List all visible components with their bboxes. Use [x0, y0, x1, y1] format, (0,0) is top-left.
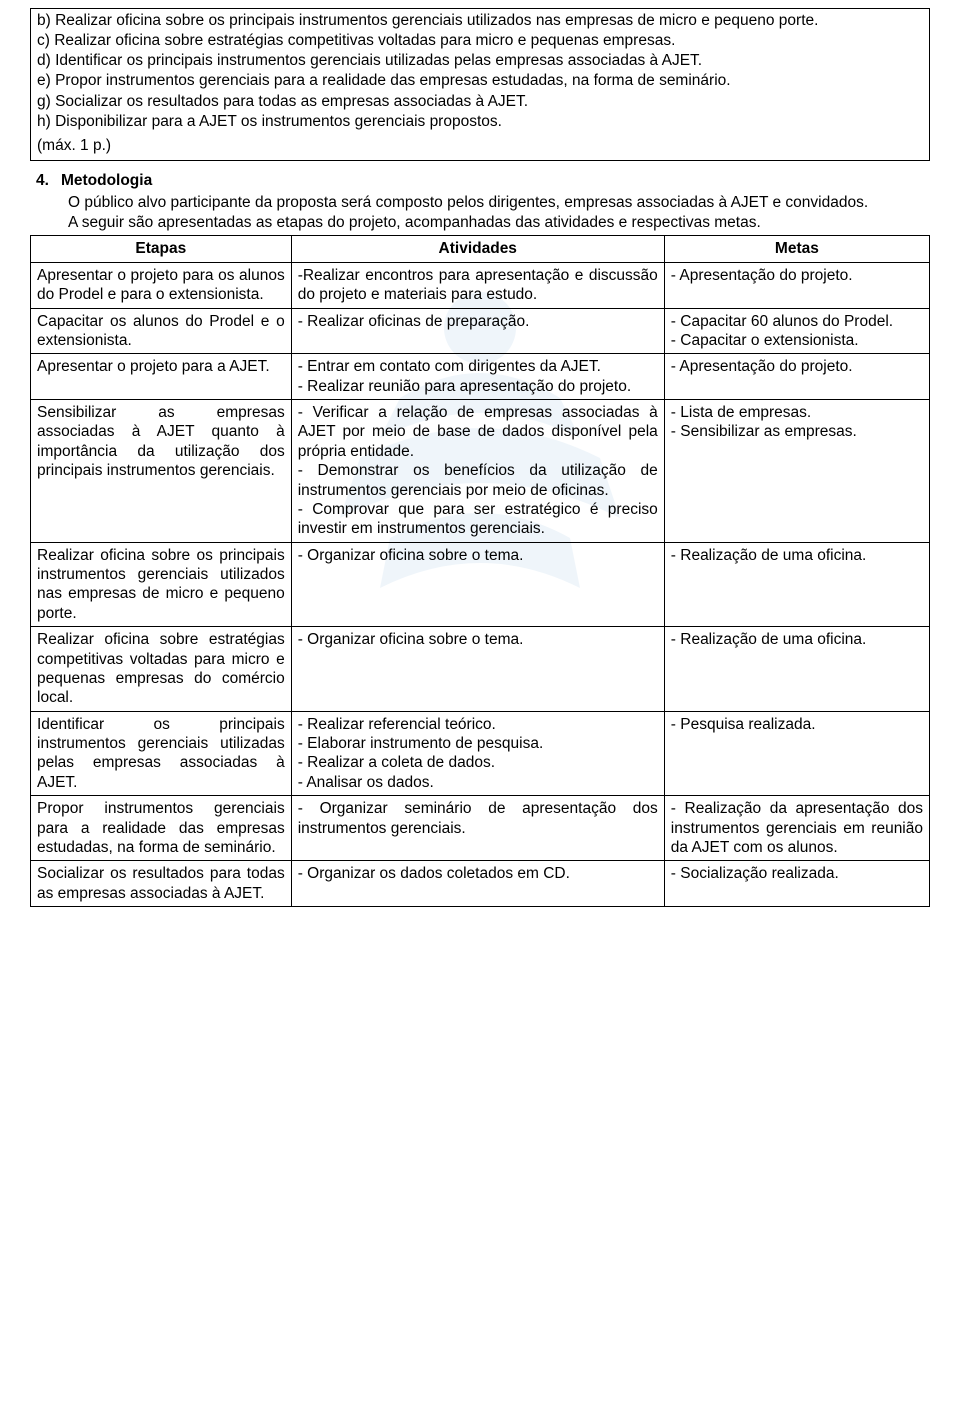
section4-p1: O público alvo participante da proposta …	[30, 193, 930, 213]
objective-h: h) Disponibilizar para a AJET os instrum…	[37, 112, 923, 132]
table-header-row: Etapas Atividades Metas	[31, 236, 930, 262]
section4-p2: A seguir são apresentadas as etapas do p…	[30, 213, 930, 233]
cell-etapa: Realizar oficina sobre estratégias compe…	[31, 627, 292, 712]
cell-etapa: Identificar os principais instrumentos g…	[31, 711, 292, 796]
table-row: Propor instrumentos gerenciais para a re…	[31, 796, 930, 861]
objective-g: g) Socializar os resultados para todas a…	[37, 92, 923, 112]
section4-number: 4.	[36, 172, 61, 189]
table-row: Socializar os resultados para todas as e…	[31, 861, 930, 907]
table-row: Identificar os principais instrumentos g…	[31, 711, 930, 796]
col-header-metas: Metas	[664, 236, 929, 262]
cell-etapa: Realizar oficina sobre os principais ins…	[31, 542, 292, 627]
cell-metas: - Apresentação do projeto.	[664, 262, 929, 308]
table-body: Apresentar o projeto para os alunos do P…	[31, 262, 930, 906]
cell-atividades: - Realizar oficinas de preparação.	[291, 308, 664, 354]
objective-d: d) Identificar os principais instrumento…	[37, 51, 923, 71]
table-row: Apresentar o projeto para os alunos do P…	[31, 262, 930, 308]
cell-etapa: Socializar os resultados para todas as e…	[31, 861, 292, 907]
cell-etapa: Sensibilizar as empresas associadas à AJ…	[31, 400, 292, 543]
cell-etapa: Apresentar o projeto para a AJET.	[31, 354, 292, 400]
cell-atividades: - Organizar os dados coletados em CD.	[291, 861, 664, 907]
cell-metas: - Capacitar 60 alunos do Prodel.- Capaci…	[664, 308, 929, 354]
section4-title: Metodologia	[61, 172, 152, 189]
cell-metas: - Lista de empresas.- Sensibilizar as em…	[664, 400, 929, 543]
objectives-box: b) Realizar oficina sobre os principais …	[30, 8, 930, 161]
cell-metas: - Apresentação do projeto.	[664, 354, 929, 400]
cell-atividades: - Entrar em contato com dirigentes da AJ…	[291, 354, 664, 400]
col-header-atividades: Atividades	[291, 236, 664, 262]
cell-metas: - Realização da apresentação dos instrum…	[664, 796, 929, 861]
table-row: Realizar oficina sobre os principais ins…	[31, 542, 930, 627]
table-row: Capacitar os alunos do Prodel e o extens…	[31, 308, 930, 354]
cell-atividades: - Verificar a relação de empresas associ…	[291, 400, 664, 543]
cell-metas: - Realização de uma oficina.	[664, 542, 929, 627]
objective-e: e) Propor instrumentos gerenciais para a…	[37, 71, 923, 91]
cell-metas: - Socialização realizada.	[664, 861, 929, 907]
cell-metas: - Realização de uma oficina.	[664, 627, 929, 712]
cell-atividades: - Organizar oficina sobre o tema.	[291, 542, 664, 627]
table-row: Sensibilizar as empresas associadas à AJ…	[31, 400, 930, 543]
cell-metas: - Pesquisa realizada.	[664, 711, 929, 796]
cell-etapa: Capacitar os alunos do Prodel e o extens…	[31, 308, 292, 354]
objective-c: c) Realizar oficina sobre estratégias co…	[37, 31, 923, 51]
col-header-etapas: Etapas	[31, 236, 292, 262]
cell-etapa: Apresentar o projeto para os alunos do P…	[31, 262, 292, 308]
cell-atividades: - Realizar referencial teórico.- Elabora…	[291, 711, 664, 796]
objective-b: b) Realizar oficina sobre os principais …	[37, 11, 923, 31]
section4-heading: 4.Metodologia	[30, 171, 930, 191]
objectives-note: (máx. 1 p.)	[37, 136, 923, 156]
section4-intro: O público alvo participante da proposta …	[30, 193, 930, 233]
cell-atividades: -Realizar encontros para apresentação e …	[291, 262, 664, 308]
methodology-table: Etapas Atividades Metas Apresentar o pro…	[30, 235, 930, 907]
table-row: Realizar oficina sobre estratégias compe…	[31, 627, 930, 712]
cell-atividades: - Organizar oficina sobre o tema.	[291, 627, 664, 712]
cell-etapa: Propor instrumentos gerenciais para a re…	[31, 796, 292, 861]
cell-atividades: - Organizar seminário de apresentação do…	[291, 796, 664, 861]
table-row: Apresentar o projeto para a AJET.- Entra…	[31, 354, 930, 400]
